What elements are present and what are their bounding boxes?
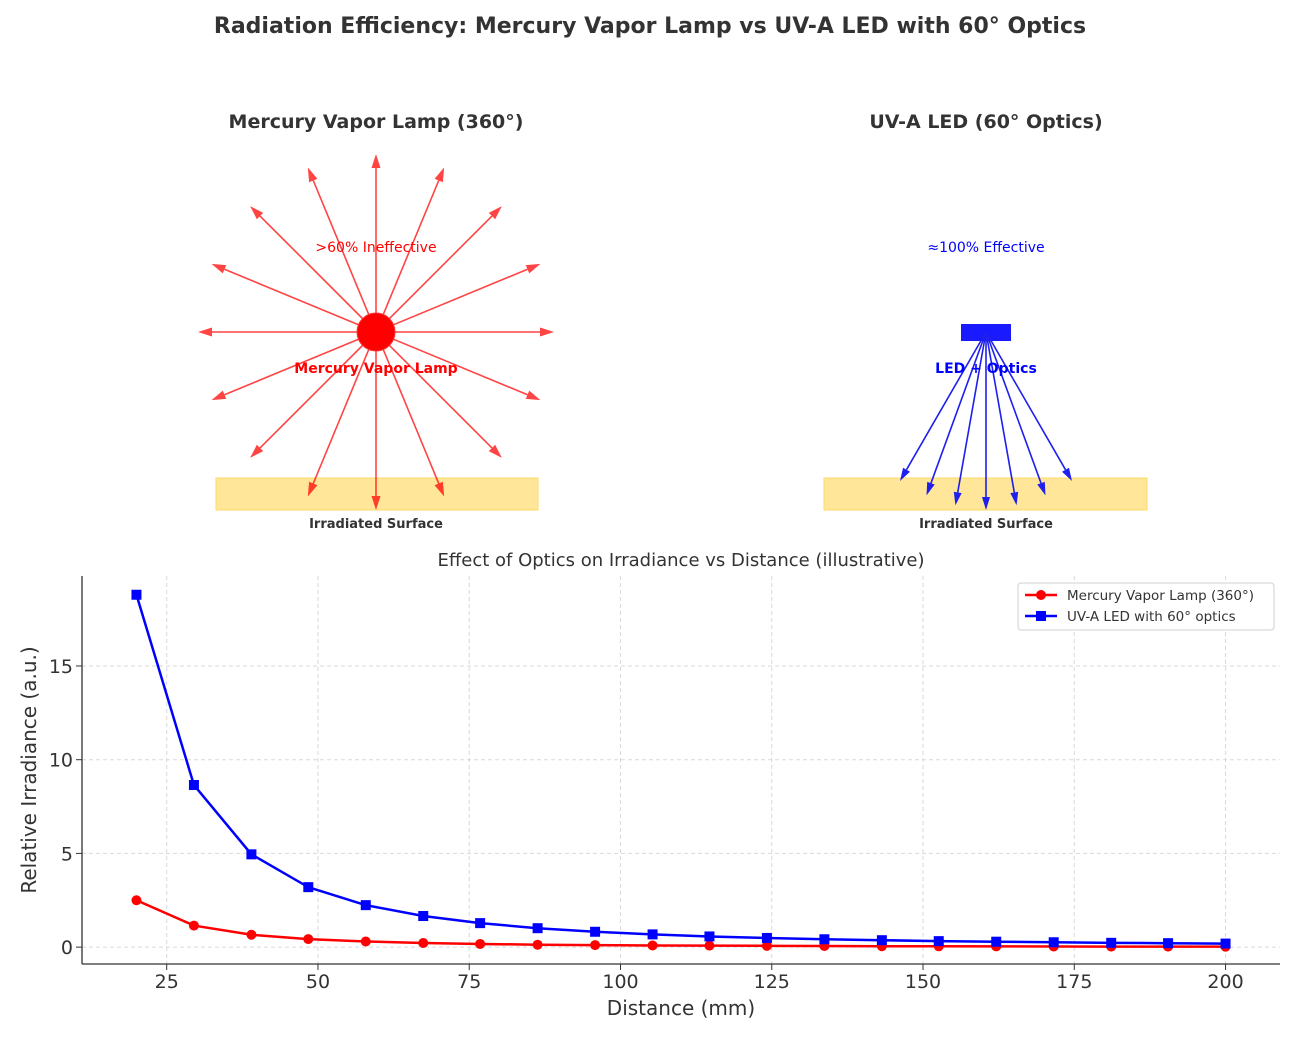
x-tick-label: 100: [602, 971, 638, 993]
mercury-ray-arrow: [376, 327, 554, 337]
chart-series: [131, 589, 1231, 952]
mercury-lamp-source: [356, 312, 396, 352]
data-point: [532, 939, 543, 950]
y-tick-label: 15: [49, 656, 73, 678]
data-point: [131, 589, 142, 600]
mercury-ray-arrow: [198, 327, 376, 337]
data-point: [532, 923, 543, 934]
data-point: [418, 938, 429, 949]
mercury-ray-arrow: [307, 167, 377, 333]
mercury-diagram-title: Mercury Vapor Lamp (360°): [229, 111, 524, 133]
data-point: [1220, 938, 1231, 949]
data-point: [647, 940, 658, 951]
legend-marker: [1036, 590, 1046, 600]
chart-legend: Mercury Vapor Lamp (360°) UV-A LED with 6…: [1017, 582, 1275, 631]
mercury-ray-arrow: [307, 331, 377, 497]
data-point: [647, 929, 658, 940]
series-uva-led: [131, 589, 1231, 949]
legend-box: [1017, 582, 1275, 631]
mercury-ray-arrow: [375, 331, 502, 458]
data-point: [131, 895, 142, 906]
led-ray-arrow: [985, 331, 1019, 506]
data-point: [761, 940, 772, 951]
data-point: [704, 940, 715, 951]
y-axis-label: Relative Irradiance (a.u.): [17, 646, 41, 893]
data-point: [188, 920, 199, 931]
led-ray-arrow: [953, 331, 987, 506]
data-point: [360, 936, 371, 947]
mercury-ray-arrow: [375, 206, 502, 333]
x-tick-label: 200: [1207, 971, 1243, 993]
mercury-ray-arrow: [250, 206, 377, 333]
x-tick-label: 150: [905, 971, 941, 993]
x-tick-label: 75: [457, 971, 481, 993]
data-point: [360, 900, 371, 911]
data-point: [303, 882, 314, 893]
data-point: [246, 929, 257, 940]
chart-axes: [81, 576, 1280, 965]
y-tick-label: 0: [61, 937, 73, 959]
led-ray-arrow: [926, 331, 987, 496]
led-diagram-title: UV-A LED (60° Optics): [869, 111, 1102, 133]
data-point: [1163, 938, 1174, 949]
chart-grid: [82, 576, 1280, 964]
mercury-ray-arrow: [250, 331, 377, 458]
led-source-label: LED + Optics: [935, 361, 1037, 377]
led-ray-arrow: [982, 332, 990, 510]
mercury-ray-arrow: [375, 331, 445, 497]
data-point: [991, 936, 1002, 947]
data-point: [418, 911, 429, 922]
led-surface-label: Irradiated Surface: [919, 517, 1053, 532]
x-tick-label: 125: [754, 971, 790, 993]
data-point: [246, 849, 257, 860]
x-tick-label: 25: [155, 971, 179, 993]
mercury-source-label: Mercury Vapor Lamp: [294, 361, 457, 377]
data-point: [933, 936, 944, 947]
data-point: [590, 940, 601, 951]
irradiance-chart: Effect of Optics on Irradiance vs Distan…: [17, 550, 1280, 1020]
led-ray-arrow: [985, 331, 1046, 496]
data-point: [188, 779, 199, 790]
page-title: Radiation Efficiency: Mercury Vapor Lamp…: [213, 14, 1087, 39]
mercury-rays-group: [198, 154, 554, 510]
data-point: [1106, 937, 1117, 948]
data-point: [590, 926, 601, 937]
mercury-ray-arrow: [375, 263, 541, 333]
x-tick-label: 175: [1056, 971, 1092, 993]
mercury-efficiency-label: >60% Ineffective: [315, 240, 436, 256]
data-point: [876, 935, 887, 946]
mercury-lamp-diagram: Mercury Vapor Lamp (360°) >60% Ineffecti…: [198, 111, 1148, 532]
led-rays-group: [900, 331, 1072, 510]
data-point: [475, 938, 486, 949]
x-tick-label: 50: [306, 971, 330, 993]
y-tick-label: 5: [61, 843, 73, 865]
data-point: [761, 932, 772, 943]
legend-marker: [1036, 611, 1046, 621]
series-line: [135, 594, 1226, 945]
mercury-ray-arrow: [211, 263, 377, 333]
chart-title: Effect of Optics on Irradiance vs Distan…: [437, 550, 924, 571]
data-point: [704, 931, 715, 942]
led-ray-arrow: [900, 331, 987, 481]
data-point: [475, 918, 486, 929]
x-axis-label: Distance (mm): [607, 996, 755, 1020]
chart-ticks: 25 50 75 100 125 150 175 200 0 5 10 15: [49, 656, 1244, 993]
data-point: [1048, 937, 1059, 948]
mercury-ray-arrow: [375, 331, 541, 401]
legend-label: Mercury Vapor Lamp (360°): [1067, 588, 1254, 604]
y-tick-label: 10: [49, 750, 73, 772]
mercury-surface-label: Irradiated Surface: [309, 517, 443, 532]
led-ray-arrow: [985, 331, 1072, 481]
series-line: [135, 899, 1226, 948]
legend-label: UV-A LED with 60° optics: [1067, 609, 1236, 625]
data-point: [819, 934, 830, 945]
data-point: [303, 934, 314, 945]
mercury-ray-arrow: [211, 331, 377, 401]
led-efficiency-label: ≈100% Effective: [927, 240, 1044, 256]
mercury-ray-arrow: [371, 154, 381, 332]
mercury-ray-arrow: [371, 332, 381, 510]
mercury-ray-arrow: [375, 167, 445, 333]
